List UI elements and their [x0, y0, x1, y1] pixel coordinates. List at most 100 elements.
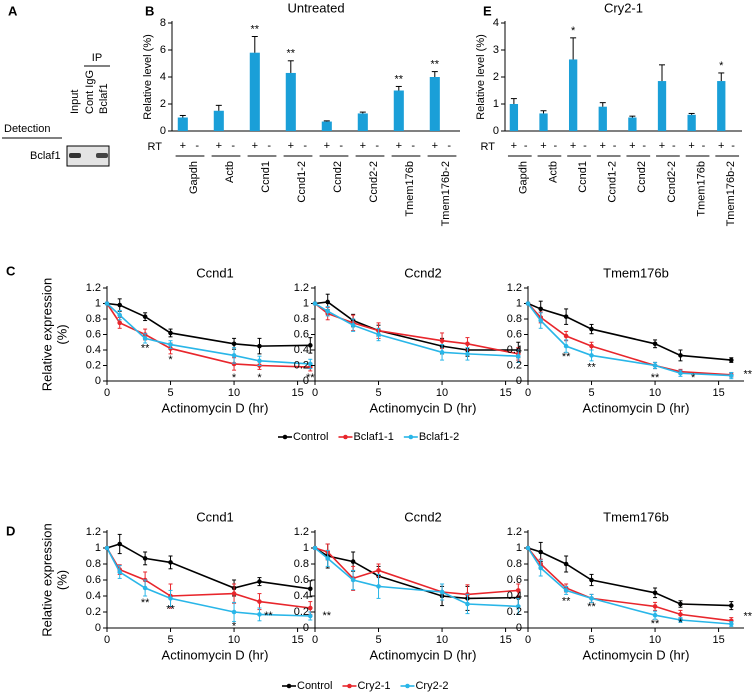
marker	[515, 353, 521, 359]
rt-label: +	[540, 140, 546, 152]
marker	[563, 333, 569, 339]
marker	[231, 609, 237, 615]
y-tick-label: 1.2	[294, 282, 309, 294]
marker	[142, 556, 148, 561]
y-axis-label: Relative expression	[39, 278, 54, 391]
panel-label: D	[6, 523, 15, 538]
marker	[307, 605, 313, 611]
bar	[657, 81, 667, 131]
x-tick-label: Tmem176b	[404, 161, 416, 217]
rt-label: +	[511, 140, 517, 152]
marker	[563, 314, 569, 319]
ip-label: IP	[92, 52, 102, 64]
y-tick-label: 1	[516, 542, 522, 554]
x-tick-label: Ccnd2-2	[368, 161, 380, 203]
marker	[117, 320, 123, 326]
significance: **	[431, 59, 440, 71]
y-tick-label: 0	[516, 622, 522, 634]
rt-label: +	[288, 140, 294, 152]
rt-label: +	[688, 140, 694, 152]
chart-title: Ccnd1	[196, 509, 234, 524]
blot-band	[96, 153, 108, 158]
significance: **	[264, 610, 273, 622]
marker	[142, 336, 148, 341]
x-tick-label: Tmem176b-2	[725, 161, 737, 226]
significance: **	[395, 73, 404, 85]
marker	[728, 621, 734, 627]
legend-label: Cry2-1	[357, 680, 390, 692]
marker	[376, 332, 381, 337]
y-tick-label: 0.4	[86, 344, 101, 356]
marker	[515, 604, 521, 609]
y-tick-label: 2	[493, 71, 499, 83]
significance: **	[562, 351, 571, 363]
significance: **	[251, 23, 260, 35]
bar	[357, 113, 368, 131]
rt-label: -	[375, 140, 379, 152]
legend-label: Control	[293, 431, 328, 443]
y-tick-label: 0.8	[294, 313, 309, 325]
marker	[589, 577, 594, 583]
y-axis-label: Relative level (%)	[142, 34, 154, 120]
rt-label: -	[731, 140, 735, 152]
significance: **	[287, 48, 296, 60]
x-tick-label: Ccnd1-2	[296, 161, 308, 203]
marker	[104, 545, 110, 551]
marker	[117, 569, 123, 575]
rt-label: -	[267, 140, 271, 152]
significance: **	[587, 601, 596, 613]
marker	[439, 338, 445, 344]
x-tick-label: 0	[525, 387, 531, 399]
marker	[678, 370, 683, 376]
rt-label: -	[583, 140, 587, 152]
marker	[538, 565, 544, 571]
y-tick-label: 1.2	[86, 282, 101, 294]
series-line	[314, 302, 519, 355]
y-tick-label: 0.2	[294, 359, 309, 371]
x-axis-label: Actinomycin D (hr)	[583, 400, 690, 415]
y-tick-label: 0.8	[86, 558, 101, 570]
marker	[439, 589, 445, 595]
bar	[393, 90, 404, 131]
y-tick-label: 0.4	[294, 344, 309, 356]
significance: *	[257, 372, 262, 384]
significance: **	[166, 604, 175, 616]
significance: **	[306, 372, 315, 384]
rt-label: +	[659, 140, 665, 152]
rt-label: +	[629, 140, 635, 152]
legend-label: Bclaf1-2	[419, 431, 459, 443]
significance: **	[744, 369, 753, 381]
series-line	[527, 547, 732, 607]
x-tick-label: 15	[499, 634, 511, 646]
bar	[429, 77, 440, 131]
y-tick-label: 1.2	[294, 526, 309, 538]
y-axis-label: (%)	[54, 570, 69, 590]
marker	[350, 577, 356, 583]
bar	[509, 104, 519, 131]
marker	[538, 549, 544, 555]
significance: *	[232, 620, 237, 632]
bar	[177, 117, 188, 131]
bar	[539, 113, 548, 131]
x-axis-label: Actinomycin D (hr)	[162, 400, 269, 415]
x-tick-label: Ccnd1-2	[607, 161, 619, 203]
detection-header: Detection	[4, 123, 50, 135]
legend-label: Control	[297, 680, 332, 692]
x-tick-label: 0	[525, 634, 531, 646]
lane-label: Cont IgG	[84, 70, 96, 114]
y-tick-label: 0.2	[507, 359, 522, 371]
x-tick-label: Ccnd1	[577, 161, 589, 193]
marker	[104, 301, 110, 306]
panel-label: A	[8, 3, 18, 18]
marker	[307, 613, 313, 619]
bar	[717, 81, 726, 131]
marker	[142, 585, 148, 591]
marker	[231, 591, 237, 596]
significance: **	[562, 596, 571, 608]
lane-label: Bclaf1	[98, 83, 110, 114]
y-tick-label: 0	[516, 375, 522, 387]
blot-band	[69, 153, 81, 158]
y-tick-label: 1	[493, 98, 499, 110]
y-tick-label: 1	[95, 297, 101, 309]
marker	[231, 341, 237, 347]
